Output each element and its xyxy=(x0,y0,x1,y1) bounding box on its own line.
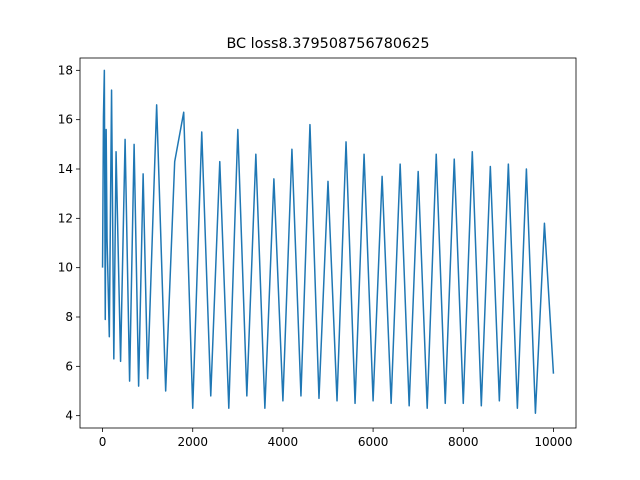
x-axis: 0 2000 4000 6000 8000 10000 xyxy=(99,428,573,449)
y-tick-label: 14 xyxy=(58,162,73,176)
x-tick-label: 10000 xyxy=(534,435,572,449)
series-line-group xyxy=(101,69,555,414)
x-tick-label: 6000 xyxy=(358,435,389,449)
series-line-0 xyxy=(101,69,555,414)
x-tick-label: 2000 xyxy=(177,435,208,449)
x-tick-label: 0 xyxy=(99,435,107,449)
y-tick-label: 12 xyxy=(58,211,73,225)
y-tick-label: 6 xyxy=(65,359,73,373)
plot-frame xyxy=(79,57,577,429)
x-tick-label: 4000 xyxy=(268,435,299,449)
y-axis: 4 6 8 10 12 14 16 18 xyxy=(58,63,80,423)
y-tick-label: 4 xyxy=(65,409,73,423)
y-tick-label: 8 xyxy=(65,310,73,324)
x-tick-label: 8000 xyxy=(448,435,479,449)
y-tick-label: 10 xyxy=(58,261,73,275)
y-tick-label: 18 xyxy=(58,63,73,77)
chart-title: BC loss8.379508756780625 xyxy=(226,36,429,52)
y-tick-label: 16 xyxy=(58,113,73,127)
